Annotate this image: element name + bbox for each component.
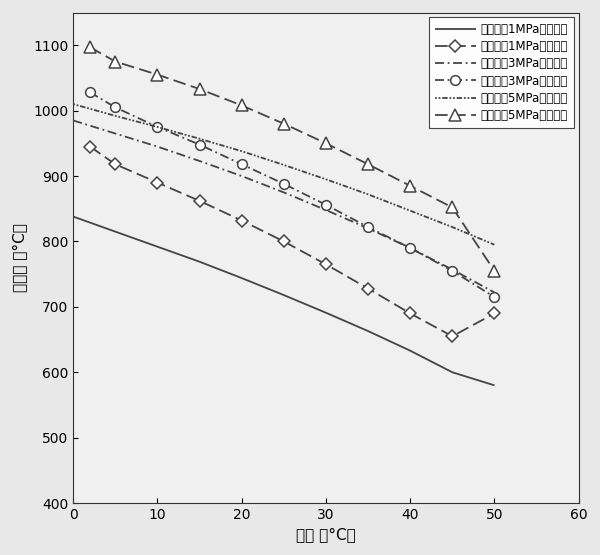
喷射压力5MPa（有框） — [280, 120, 287, 127]
喷射压力5MPa（有框） — [322, 140, 329, 147]
喷射压力5MPa（有框） — [407, 183, 414, 189]
喷射压力3MPa（有框） — [154, 124, 161, 130]
喷射压力1MPa（有框） — [407, 310, 414, 317]
喷射压力5MPa（有框） — [449, 204, 456, 211]
喷射压力1MPa（无框） — [407, 347, 414, 354]
喷射压力1MPa（无框） — [196, 259, 203, 265]
喷射压力3MPa（有框） — [407, 245, 414, 251]
喷射压力3MPa（有框） — [449, 268, 456, 274]
Line: 喷射压力1MPa（有框）: 喷射压力1MPa（有框） — [86, 143, 499, 340]
喷射压力5MPa（有框） — [112, 58, 119, 65]
Y-axis label: 熔压点 （°C）: 熔压点 （°C） — [13, 223, 28, 292]
喷射压力5MPa（有框） — [154, 71, 161, 78]
喷射压力1MPa（有框） — [154, 179, 161, 186]
喷射压力3MPa（有框） — [196, 142, 203, 148]
喷射压力1MPa（有框） — [196, 198, 203, 204]
Line: 喷射压力5MPa（有框）: 喷射压力5MPa（有框） — [85, 42, 500, 276]
喷射压力1MPa（无框） — [449, 369, 456, 376]
喷射压力1MPa（无框） — [70, 213, 77, 220]
喷射压力1MPa（有框） — [364, 285, 371, 292]
喷射压力5MPa（无框） — [112, 113, 119, 119]
喷射压力5MPa（有框） — [196, 85, 203, 92]
喷射压力3MPa（无框） — [238, 173, 245, 179]
喷射压力1MPa（无框） — [491, 382, 498, 388]
喷射压力5MPa（无框） — [280, 162, 287, 168]
喷射压力1MPa（有框） — [491, 310, 498, 317]
喷射压力3MPa（无框） — [449, 266, 456, 273]
喷射压力3MPa（无框） — [112, 130, 119, 137]
喷射压力3MPa（无框） — [196, 158, 203, 164]
喷射压力5MPa（无框） — [449, 224, 456, 230]
喷射压力5MPa（无框） — [238, 148, 245, 154]
喷射压力1MPa（无框） — [238, 275, 245, 281]
喷射压力3MPa（无框） — [154, 143, 161, 150]
喷射压力1MPa（有框） — [112, 161, 119, 168]
喷射压力1MPa（有框） — [280, 238, 287, 245]
喷射压力3MPa（有框） — [322, 201, 329, 208]
喷射压力1MPa（有框） — [449, 333, 456, 340]
喷射压力3MPa（有框） — [238, 161, 245, 168]
喷射压力1MPa（有框） — [238, 217, 245, 224]
Line: 喷射压力5MPa（无框）: 喷射压力5MPa（无框） — [73, 104, 494, 245]
喷射压力3MPa（无框） — [491, 289, 498, 296]
喷射压力3MPa（无框） — [322, 206, 329, 213]
喷射压力5MPa（无框） — [322, 176, 329, 183]
喷射压力3MPa（无框） — [70, 117, 77, 124]
Line: 喷射压力1MPa（无框）: 喷射压力1MPa（无框） — [73, 216, 494, 385]
喷射压力1MPa（无框） — [112, 228, 119, 235]
喷射压力5MPa（无框） — [196, 135, 203, 142]
喷射压力1MPa（无框） — [322, 309, 329, 316]
喷射压力5MPa（无框） — [154, 124, 161, 130]
喷射压力5MPa（无框） — [407, 208, 414, 214]
喷射压力3MPa（无框） — [280, 189, 287, 196]
喷射压力5MPa（无框） — [491, 241, 498, 248]
X-axis label: 水温 （°C）: 水温 （°C） — [296, 527, 356, 542]
喷射压力5MPa（有框） — [86, 44, 94, 51]
喷射压力3MPa（无框） — [407, 245, 414, 251]
喷射压力1MPa（无框） — [154, 243, 161, 250]
喷射压力5MPa（有框） — [364, 161, 371, 168]
喷射压力3MPa（有框） — [364, 224, 371, 230]
喷射压力3MPa（有框） — [280, 180, 287, 187]
Legend: 喷射压力1MPa（无框）, 喷射压力1MPa（有框）, 喷射压力3MPa（无框）, 喷射压力3MPa（有框）, 喷射压力5MPa（无框）, 喷射压力5MPa（有: 喷射压力1MPa（无框）, 喷射压力1MPa（有框）, 喷射压力3MPa（无框）… — [429, 17, 574, 128]
喷射压力3MPa（有框） — [491, 294, 498, 300]
Line: 喷射压力3MPa（无框）: 喷射压力3MPa（无框） — [73, 120, 494, 292]
喷射压力5MPa（有框） — [238, 102, 245, 109]
喷射压力5MPa（无框） — [364, 191, 371, 198]
Line: 喷射压力3MPa（有框）: 喷射压力3MPa（有框） — [85, 88, 499, 302]
喷射压力1MPa（有框） — [86, 143, 94, 150]
喷射压力3MPa（有框） — [112, 104, 119, 110]
喷射压力1MPa（无框） — [364, 327, 371, 334]
喷射压力5MPa（无框） — [70, 101, 77, 108]
喷射压力1MPa（有框） — [322, 261, 329, 268]
喷射压力3MPa（无框） — [364, 225, 371, 231]
喷射压力3MPa（有框） — [86, 89, 94, 95]
喷射压力5MPa（有框） — [491, 268, 498, 274]
喷射压力1MPa（无框） — [280, 292, 287, 299]
